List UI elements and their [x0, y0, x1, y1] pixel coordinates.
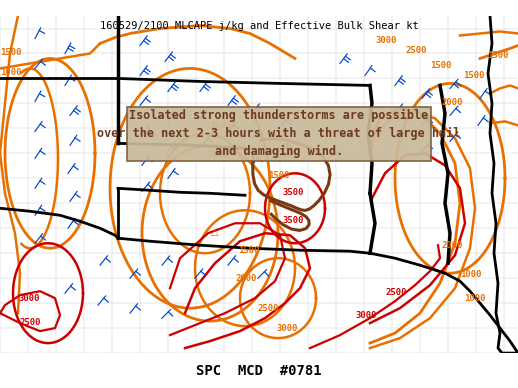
Text: 3000: 3000	[18, 294, 39, 303]
Text: 2500: 2500	[405, 47, 426, 55]
Text: △: △	[211, 227, 219, 237]
Text: 1500: 1500	[463, 71, 484, 80]
FancyBboxPatch shape	[127, 107, 431, 161]
Text: 2000: 2000	[208, 150, 235, 159]
Text: 1500: 1500	[0, 48, 22, 57]
Text: 1000: 1000	[275, 151, 296, 160]
Text: 2500: 2500	[20, 318, 41, 327]
Text: 1500: 1500	[210, 121, 232, 130]
Text: 3000: 3000	[355, 311, 377, 320]
Text: 1000: 1000	[464, 294, 485, 303]
Text: 2000: 2000	[442, 99, 464, 107]
Text: 1500: 1500	[268, 171, 290, 180]
Text: 160529/2100 MLCAPE j/kg and Effective Bulk Shear kt: 160529/2100 MLCAPE j/kg and Effective Bu…	[99, 21, 419, 31]
Text: SPC  MCD  #0781: SPC MCD #0781	[196, 364, 322, 378]
Text: 2000: 2000	[442, 241, 464, 250]
Text: 1000: 1000	[460, 270, 482, 279]
Text: 1500: 1500	[430, 61, 452, 71]
Text: 2500: 2500	[385, 288, 407, 297]
Text: Isolated strong thunderstorms are possible
over the next 2-3 hours with a threat: Isolated strong thunderstorms are possib…	[97, 109, 461, 158]
Text: 1000: 1000	[0, 68, 22, 78]
Text: 3500: 3500	[282, 188, 304, 197]
Text: 3000: 3000	[276, 324, 297, 333]
Text: 1500: 1500	[238, 246, 260, 255]
Text: 2500: 2500	[258, 304, 280, 313]
Text: 2000: 2000	[235, 274, 256, 283]
Text: 3500: 3500	[282, 216, 304, 225]
Text: 1500: 1500	[487, 52, 509, 61]
Text: 3000: 3000	[375, 36, 396, 45]
